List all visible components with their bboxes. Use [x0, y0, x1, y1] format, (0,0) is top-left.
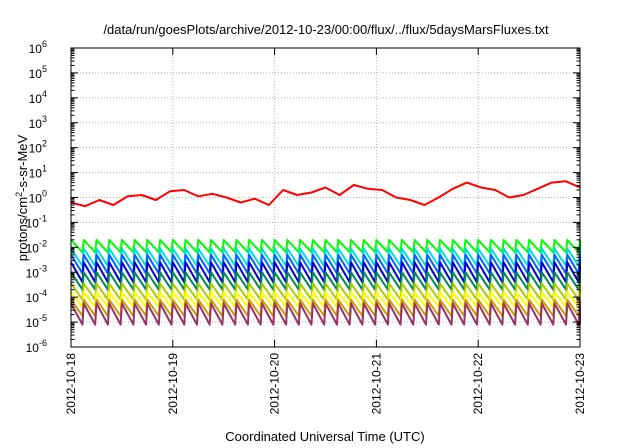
y-axis-label: protons/cm2-s-sr-MeV	[14, 134, 30, 261]
x-tick-label: 2012-10-23	[573, 353, 587, 415]
y-tick-label: 103	[29, 114, 47, 131]
x-tick-label: 2012-10-18	[64, 353, 78, 415]
y-tick-label: 10-2	[26, 238, 47, 255]
x-tick-label: 2012-10-22	[471, 353, 485, 415]
y-tick-label: 10-4	[26, 288, 47, 305]
series-line-10	[70, 302, 581, 326]
y-tick-label: 10-6	[26, 338, 47, 355]
series-line-1	[70, 180, 581, 208]
y-tick-label: 10-3	[26, 263, 47, 280]
y-tick-label: 104	[29, 89, 47, 106]
y-tick-label: 101	[29, 164, 47, 181]
x-tick-label: 2012-10-19	[166, 353, 180, 415]
x-axis-label: Coordinated Universal Time (UTC)	[225, 429, 424, 444]
y-tick-label: 105	[29, 64, 47, 81]
x-tick-label: 2012-10-21	[369, 353, 383, 415]
series-layer	[70, 180, 581, 326]
x-tick-label: 2012-10-20	[268, 353, 282, 415]
series-line-6	[70, 271, 581, 291]
y-tick-label: 102	[29, 139, 47, 156]
y-tick-label: 10-1	[26, 213, 47, 230]
y-tick-label: 10-5	[26, 313, 47, 330]
series-line-2	[70, 238, 581, 254]
y-tick-label: 106	[29, 39, 47, 56]
ticks: 10-6 10-5 10-4 10-3 10-2 10-1 100 101 102 103 104 1…	[26, 39, 587, 414]
chart-title: /data/run/goesPlots/archive/2012-10-23/0…	[103, 22, 549, 37]
y-tick-label: 100	[29, 189, 47, 206]
